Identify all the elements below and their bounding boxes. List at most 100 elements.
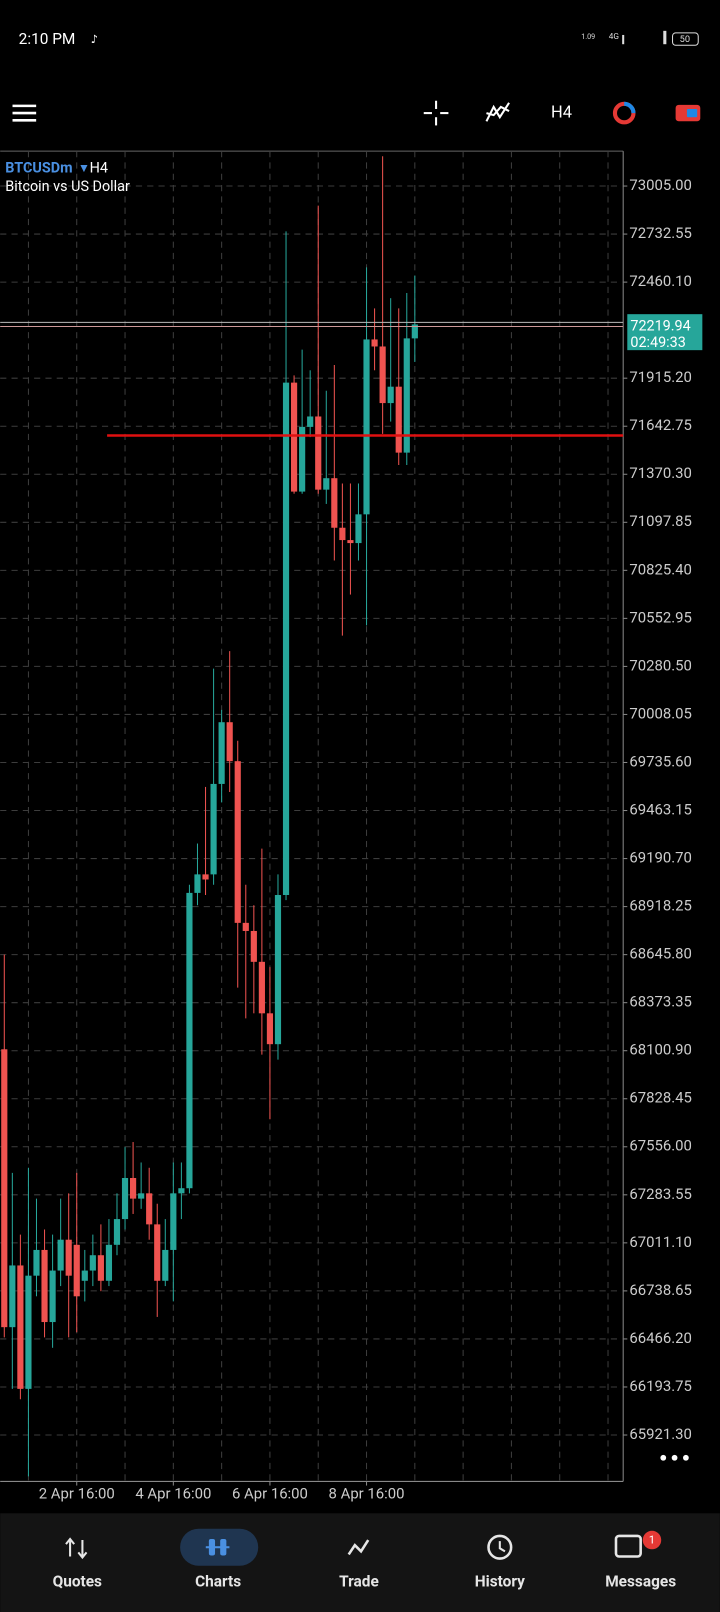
objects-button-accent bbox=[623, 101, 636, 114]
y-tick-label: 70825.40 bbox=[629, 560, 692, 578]
chart-subtitle: Bitcoin vs US Dollar bbox=[5, 178, 130, 195]
candle-body bbox=[339, 527, 346, 541]
candle-body bbox=[1, 1049, 8, 1328]
crosshair-button[interactable] bbox=[423, 100, 449, 126]
bottom-nav bbox=[0, 1513, 720, 1612]
y-tick-label: 70280.50 bbox=[629, 656, 692, 674]
chart-timeframe: H4 bbox=[90, 159, 108, 176]
trade-icon bbox=[347, 1539, 370, 1556]
candle-body bbox=[178, 1188, 185, 1194]
candle-body bbox=[33, 1249, 40, 1276]
nav-label[interactable]: Trade bbox=[339, 1572, 379, 1590]
y-tick-label: 69735.60 bbox=[629, 752, 692, 770]
candle-body bbox=[299, 426, 306, 492]
candle-body bbox=[194, 874, 201, 893]
candle-body bbox=[121, 1177, 129, 1220]
y-tick-label: 66466.20 bbox=[629, 1329, 692, 1347]
candle-body bbox=[387, 386, 394, 404]
candle-body bbox=[250, 930, 257, 962]
messages-icon bbox=[614, 1534, 642, 1558]
current-price-box bbox=[627, 314, 703, 351]
nav-label[interactable]: History bbox=[475, 1572, 525, 1590]
timeframe-button[interactable]: H4 bbox=[551, 103, 572, 122]
candle-body bbox=[210, 783, 217, 875]
y-tick-label: 70008.05 bbox=[629, 704, 692, 722]
candle-body bbox=[395, 386, 402, 453]
candle-body bbox=[274, 895, 282, 1045]
symbol[interactable]: BTCUSDm bbox=[5, 159, 72, 176]
badge bbox=[642, 1530, 662, 1550]
candle-body bbox=[186, 892, 193, 1189]
y-tick-label: 68918.25 bbox=[629, 897, 692, 915]
status-speed: 1.09 bbox=[581, 32, 595, 41]
candle-body bbox=[218, 722, 225, 784]
current-price-label: 72219.94 bbox=[630, 317, 690, 334]
menu-button[interactable] bbox=[12, 104, 37, 122]
status-time: 2:10 PM bbox=[19, 30, 76, 48]
y-tick-label: 73005.00 bbox=[629, 176, 692, 194]
candle-body bbox=[234, 761, 241, 923]
candle-body bbox=[307, 416, 314, 427]
history-hands bbox=[498, 1541, 506, 1553]
candle-body bbox=[154, 1224, 161, 1281]
symbol-dropdown: ▼ bbox=[80, 163, 88, 174]
candle-body bbox=[323, 478, 330, 490]
trade-button-accent bbox=[686, 108, 698, 118]
candle-body bbox=[290, 382, 298, 492]
x-tick-label: 4 Apr 16:00 bbox=[135, 1485, 211, 1503]
candle-body bbox=[49, 1270, 56, 1323]
candle-body bbox=[138, 1193, 145, 1199]
candle-body bbox=[379, 346, 386, 404]
y-tick-label: 70552.95 bbox=[629, 608, 692, 626]
candle-body bbox=[411, 324, 418, 339]
x-tick-label: 6 Apr 16:00 bbox=[232, 1485, 308, 1503]
x-tick-label: 2 Apr 16:00 bbox=[39, 1485, 115, 1503]
candle-body bbox=[146, 1193, 153, 1225]
y-tick-label: 65921.30 bbox=[629, 1425, 692, 1443]
candle-body bbox=[266, 1013, 274, 1045]
candle-body bbox=[89, 1255, 96, 1271]
candle-body bbox=[347, 540, 354, 544]
candle-body bbox=[73, 1244, 80, 1297]
nav-items: Quotes Charts Trade History Messages bbox=[53, 1572, 677, 1590]
candle-body bbox=[403, 338, 410, 453]
candle-body bbox=[315, 416, 322, 490]
nav-label[interactable]: Charts bbox=[195, 1572, 241, 1590]
candle-body bbox=[202, 874, 209, 880]
status-icon: ♪ bbox=[91, 33, 98, 46]
y-tick-label: 68100.90 bbox=[629, 1041, 692, 1059]
signal-bar bbox=[622, 34, 625, 45]
candle-body bbox=[25, 1275, 32, 1389]
nav-label[interactable]: Quotes bbox=[53, 1572, 102, 1590]
y-tick-label: 67011.10 bbox=[629, 1233, 692, 1251]
candle-body bbox=[170, 1193, 177, 1250]
countdown-label: 02:49:33 bbox=[630, 334, 685, 351]
more-button[interactable] bbox=[660, 1454, 689, 1461]
candle-body bbox=[226, 722, 233, 762]
charts-icon bbox=[205, 1539, 230, 1556]
x-tick-label: 8 Apr 16:00 bbox=[329, 1485, 405, 1503]
y-tick-label: 71097.85 bbox=[629, 512, 692, 530]
candle-body bbox=[17, 1265, 24, 1389]
indicators-button[interactable] bbox=[485, 102, 510, 122]
candle-body bbox=[65, 1239, 72, 1276]
y-tick-label: 72732.55 bbox=[629, 224, 692, 242]
candle-body bbox=[130, 1177, 137, 1199]
quotes-icon bbox=[65, 1537, 88, 1560]
candle-body bbox=[371, 339, 378, 347]
y-tick-label: 67556.00 bbox=[629, 1137, 692, 1155]
candle-body bbox=[282, 382, 290, 896]
nav-label[interactable]: Messages bbox=[605, 1572, 676, 1590]
y-tick-label: 69190.70 bbox=[629, 848, 692, 866]
candle-body bbox=[113, 1219, 121, 1245]
candle-body bbox=[363, 339, 370, 515]
badge-count: 1 bbox=[649, 1534, 655, 1547]
candle-body bbox=[9, 1265, 16, 1328]
chart: 73005.00 72732.55 72460.10 71915.20 71642.75… bbox=[0, 151, 703, 1503]
y-tick-label: 71915.20 bbox=[629, 368, 692, 386]
y-tick-label: 71642.75 bbox=[629, 416, 692, 434]
status-network: 4G bbox=[609, 32, 619, 42]
candle-body bbox=[105, 1244, 113, 1281]
candle-body bbox=[81, 1270, 88, 1281]
